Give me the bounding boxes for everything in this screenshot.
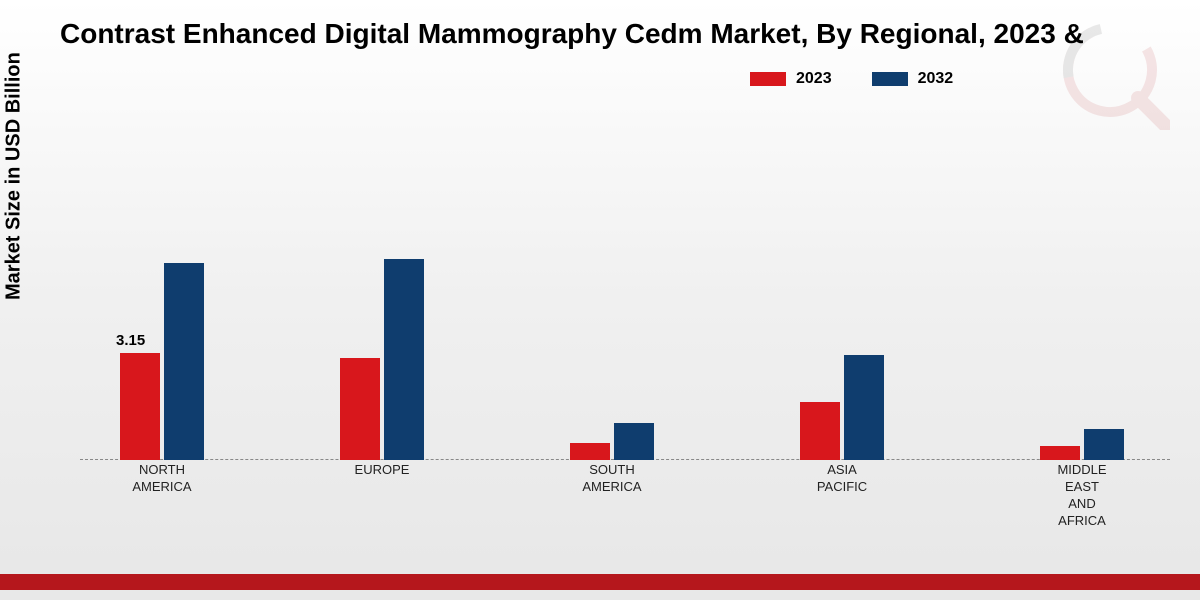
x-tick-label: NORTHAMERICA	[102, 462, 222, 496]
chart-title: Contrast Enhanced Digital Mammography Ce…	[60, 18, 1200, 50]
bar	[1040, 446, 1080, 460]
bar-group	[570, 423, 654, 460]
legend-swatch-2032	[872, 72, 908, 86]
bar	[614, 423, 654, 460]
bar	[800, 402, 840, 460]
bar-value-label: 3.15	[116, 332, 145, 349]
bar-group: 3.15	[120, 263, 204, 460]
bar	[570, 443, 610, 460]
x-tick-label: MIDDLEEASTANDAFRICA	[1022, 462, 1142, 530]
bar	[384, 259, 424, 460]
bar-group	[1040, 429, 1124, 460]
x-tick-label: ASIAPACIFIC	[782, 462, 902, 496]
legend: 2023 2032	[750, 70, 953, 88]
bar	[1084, 429, 1124, 460]
y-axis-label: Market Size in USD Billion	[3, 52, 26, 300]
legend-item-2023: 2023	[750, 70, 832, 88]
plot-area: 3.15	[80, 120, 1180, 460]
bar	[164, 263, 204, 460]
bar-group	[340, 259, 424, 460]
legend-label-2023: 2023	[796, 70, 832, 88]
legend-swatch-2023	[750, 72, 786, 86]
bar-group	[800, 355, 884, 460]
legend-label-2032: 2032	[918, 70, 954, 88]
x-tick-label: SOUTHAMERICA	[552, 462, 672, 496]
bar	[120, 353, 160, 460]
footer-bar	[0, 574, 1200, 590]
bar	[844, 355, 884, 460]
x-tick-label: EUROPE	[322, 462, 442, 479]
bar	[340, 358, 380, 460]
legend-item-2032: 2032	[872, 70, 954, 88]
